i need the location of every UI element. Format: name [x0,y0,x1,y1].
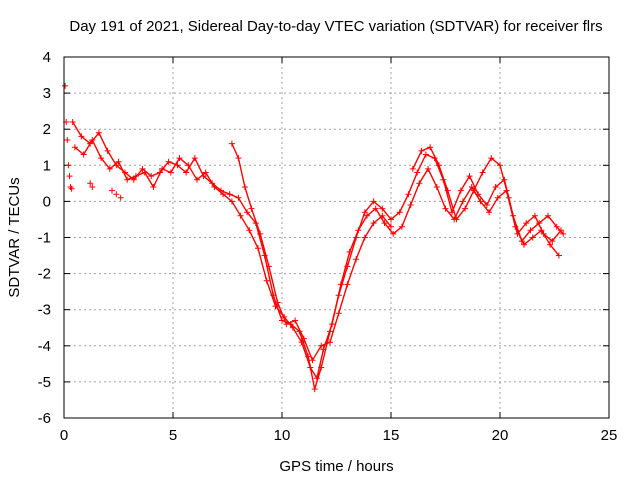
series-track-d [409,144,564,245]
y-tick-label: 3 [43,85,51,102]
y-tick-label: -2 [38,266,51,283]
x-axis-ticks: 0 5 10 15 20 25 [60,57,618,444]
x-tick-label: 10 [274,427,291,444]
plus-markers [409,144,564,245]
y-tick-label: 0 [43,193,51,210]
series-line [74,139,560,379]
series-track-b [71,137,562,382]
y-tick-label: 4 [43,49,51,66]
y-tick-label: 1 [43,157,51,174]
series-line [412,146,562,242]
series-group [62,82,567,393]
x-tick-label: 5 [169,427,177,444]
x-tick-label: 15 [383,427,400,444]
y-tick-label: -1 [38,230,51,247]
series-line [231,143,392,361]
y-axis-label: SDTVAR / TECUs [6,177,23,297]
x-tick-label: 0 [60,427,68,444]
y-tick-label: -5 [38,374,51,391]
y-axis-ticks: 4 3 2 1 0 -1 -2 -3 -4 -5 -6 [38,49,609,427]
series-outliers [62,82,124,201]
y-tick-label: -3 [38,302,51,319]
plus-markers [228,140,394,364]
x-tick-label: 20 [492,427,509,444]
plot-frame [63,56,610,419]
chart-title: Day 191 of 2021, Sidereal Day-to-day VTE… [69,18,602,35]
plus-markers [62,82,124,201]
x-axis-label: GPS time / hours [279,458,393,475]
y-tick-label: -6 [38,410,51,427]
y-tick-label: -4 [38,338,51,355]
gridlines [64,57,609,418]
x-tick-label: 25 [601,427,618,444]
y-tick-label: 2 [43,121,51,138]
series-track-c [228,140,394,364]
